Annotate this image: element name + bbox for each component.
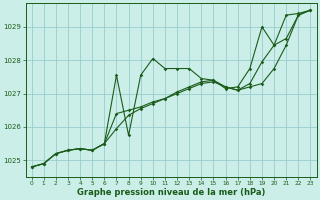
X-axis label: Graphe pression niveau de la mer (hPa): Graphe pression niveau de la mer (hPa) [77,188,265,197]
